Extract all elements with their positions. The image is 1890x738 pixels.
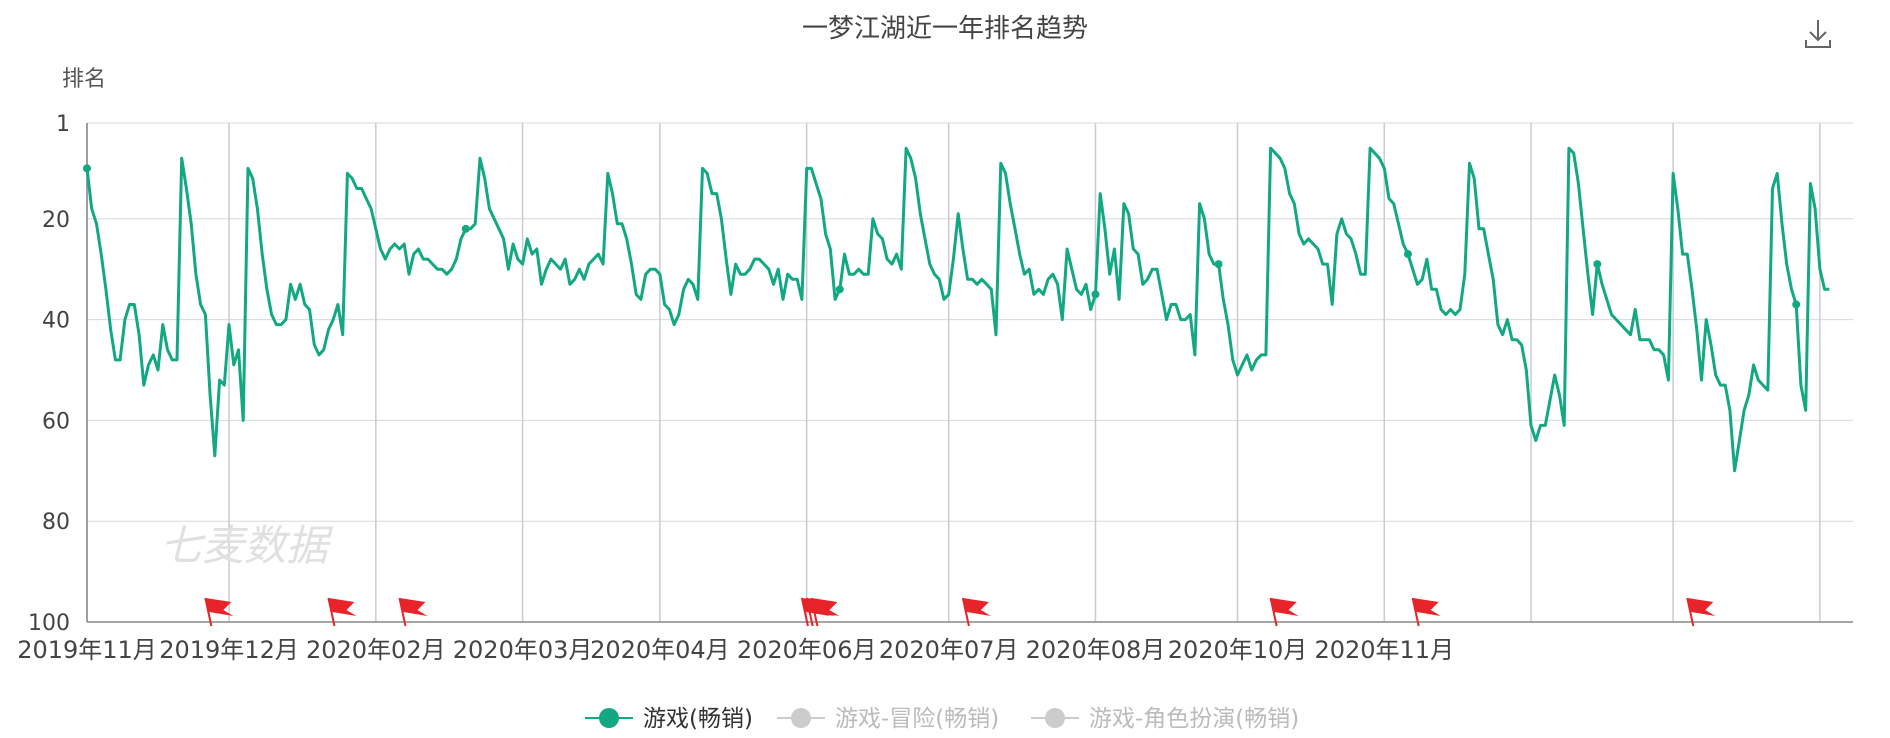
- flag-pole: [398, 597, 407, 627]
- legend-item[interactable]: 游戏-角色扮演(畅销): [1031, 706, 1299, 732]
- x-tick-label: 2020年06月: [737, 636, 877, 664]
- x-tick-label: 2019年11月: [17, 636, 157, 664]
- flag-cloth: [811, 598, 840, 616]
- data-point: [1792, 300, 1801, 309]
- watermark: 七麦数据: [160, 521, 334, 570]
- flag-pole: [800, 597, 809, 627]
- x-tick-label: 2019年12月: [159, 636, 299, 664]
- x-tick-label: 2020年11月: [1314, 636, 1454, 664]
- series-layer: [83, 146, 1830, 473]
- flag-pole: [327, 597, 336, 627]
- event-flag-icon[interactable]: [1269, 597, 1299, 627]
- event-flags[interactable]: [204, 597, 1716, 627]
- event-flag-icon[interactable]: [1686, 597, 1716, 627]
- legend-label: 游戏(畅销): [643, 706, 753, 732]
- series-line-main: [85, 146, 1830, 473]
- x-tick-label: 2020年02月: [306, 636, 446, 664]
- flag-cloth: [1687, 598, 1716, 616]
- download-icon[interactable]: [1798, 14, 1838, 54]
- flag-pole: [1686, 597, 1695, 627]
- legend-marker: [599, 708, 619, 728]
- download-icon-graphic: [1805, 20, 1831, 48]
- y-tick-label: 80: [42, 510, 70, 535]
- flag-pole: [1269, 597, 1278, 627]
- flag-cloth: [399, 598, 428, 616]
- y-axis-label: 排名: [62, 67, 106, 92]
- event-flag-icon[interactable]: [1411, 597, 1441, 627]
- flag-pole: [204, 597, 213, 627]
- y-tick-label: 40: [42, 309, 70, 334]
- legend-label: 游戏-角色扮演(畅销): [1089, 706, 1299, 732]
- x-tick-label: 2020年08月: [1026, 636, 1166, 664]
- data-point: [1403, 250, 1412, 259]
- flag-cloth: [1412, 598, 1441, 616]
- grid: [86, 122, 1853, 623]
- data-point: [461, 224, 470, 233]
- x-tick-label: 2020年07月: [879, 636, 1019, 664]
- x-tick-label: 2020年10月: [1168, 636, 1308, 664]
- flag-pole: [810, 597, 819, 627]
- data-point: [1091, 290, 1100, 299]
- legend-label: 游戏-冒险(畅销): [835, 706, 999, 732]
- x-axis-ticks: 2019年11月 2019年12月 2020年02月 2020年03月2020年04月…: [17, 636, 1454, 664]
- y-tick-label: 100: [28, 611, 70, 636]
- flag-cloth: [1270, 598, 1299, 616]
- flag-pole: [805, 597, 814, 627]
- legend-item[interactable]: 游戏-冒险(畅销): [777, 706, 999, 732]
- x-tick-label: 2020年03月: [453, 636, 593, 664]
- flag-cloth: [205, 598, 234, 616]
- y-axis-ticks: 1 20 40 60 80 100: [28, 112, 70, 636]
- event-flag-icon[interactable]: [398, 597, 428, 627]
- y-tick-label: 60: [42, 409, 70, 434]
- event-flag-icon[interactable]: [204, 597, 234, 627]
- event-flag-icon[interactable]: [810, 597, 840, 627]
- legend-marker: [1045, 708, 1065, 728]
- flag-pole: [1411, 597, 1420, 627]
- legend-item[interactable]: 游戏(畅销): [585, 706, 753, 732]
- chart-title: 一梦江湖近一年排名趋势: [801, 14, 1088, 44]
- event-flag-icon[interactable]: [961, 597, 991, 627]
- flag-cloth: [328, 598, 357, 616]
- data-point: [835, 285, 844, 294]
- y-tick-label: 1: [56, 112, 70, 137]
- legend-marker: [791, 708, 811, 728]
- event-flag-icon[interactable]: [327, 597, 357, 627]
- data-point: [83, 164, 91, 173]
- flag-cloth: [962, 598, 991, 616]
- legend[interactable]: 游戏(畅销) 游戏-冒险(畅销) 游戏-角色扮演(畅销): [585, 706, 1299, 732]
- flag-pole: [961, 597, 970, 627]
- x-tick-label: 2020年04月: [590, 636, 730, 664]
- data-point: [1214, 260, 1223, 269]
- y-tick-label: 20: [42, 208, 70, 233]
- data-point: [1593, 260, 1602, 269]
